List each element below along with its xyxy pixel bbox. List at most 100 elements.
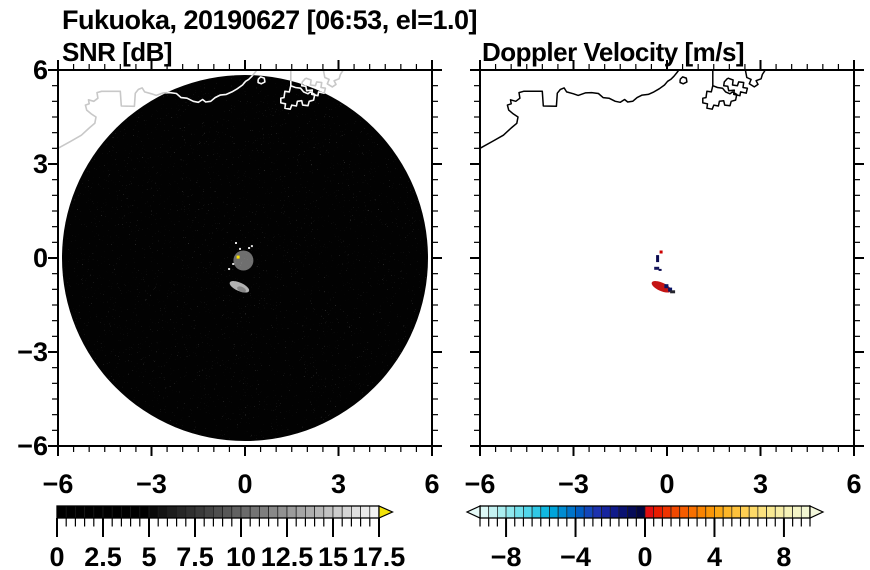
colorbar-cell [783,505,793,519]
colorbar-cell [121,505,131,519]
colorbar-cell [341,505,352,519]
speck [248,247,251,249]
colorbar-cell [766,505,776,519]
colorbar-cell [670,505,681,519]
colorbar-tick-label: 17.5 [353,542,406,570]
y-tick-label: 6 [33,55,48,85]
speck [235,242,237,244]
colorbar-cell [231,505,242,519]
colorbar-cell [635,505,646,519]
coastline-path [257,76,266,85]
figure-title: Fukuoka, 20190627 [06:53, el=1.0] [62,5,478,35]
doppler-panel-title: Doppler Velocity [m/s] [482,37,745,67]
velocity-under-arrow [465,505,481,519]
colorbar-tick-label: 0 [637,542,652,570]
velocity-over-arrow [809,505,825,519]
colorbar-tick-label: −8 [491,542,522,570]
colorbar-tick-label: 2.5 [84,542,122,570]
colorbar-cell [295,505,306,519]
snr-scan-area [62,75,428,441]
colorbar-cell [213,505,223,519]
coastline-path [479,69,680,149]
speck [250,245,253,248]
coastline-path [744,70,766,88]
colorbar-cell [592,505,602,519]
colorbar-cell [259,505,269,519]
colorbar-cell [305,505,315,519]
colorbar-cell [740,505,750,519]
x-tick-label: 6 [424,469,439,499]
colorbar-cell [549,505,559,519]
colorbar-cell [731,505,741,519]
y-tick-label: 0 [33,243,48,273]
y-tick-label: 3 [33,149,48,179]
speck [239,247,241,250]
colorbar-cell [194,505,205,519]
colorbar-cell [609,505,620,519]
velocity-frame [479,69,855,447]
colorbar-tick-label: 5 [141,542,156,570]
colorbar-cell [800,505,811,519]
colorbar-cell [792,505,802,519]
colorbar-tick-label: 10 [226,542,256,570]
velocity-echo-mark [668,287,673,292]
colorbar-tick-label: 4 [707,542,722,570]
colorbar-cell [249,505,260,519]
colorbar-cell [705,505,715,519]
colorbar-cell [714,505,724,519]
colorbar-cell [240,505,251,519]
colorbar-cell [314,505,325,519]
colorbar-cell [185,505,196,519]
colorbar-cell [93,505,104,519]
x-tick-label: 0 [659,469,674,499]
colorbar-cell [332,505,343,519]
colorbar-tick-label: 7.5 [176,542,214,570]
colorbar-cell [148,505,159,519]
colorbar-cell [662,505,672,519]
colorbar-cell [130,505,141,519]
y-tick-label: −6 [17,431,48,461]
colorbar-tick-label: −4 [560,542,591,570]
colorbar-cell [653,505,663,519]
velocity-colorbar: −8 −4 0 4 8 [465,505,825,570]
velocity-mark [659,250,663,254]
colorbar-cell [523,505,533,519]
snr-colorbar: 0 2.5 5 7.5 10 12.5 15 17.5 [49,505,406,570]
coastline-path [679,76,688,85]
colorbar-cell [139,505,150,519]
colorbar-cell [575,505,585,519]
colorbar-cell [488,505,498,519]
colorbar-cell [644,505,655,519]
colorbar-cell [618,505,628,519]
x-tick-label: 3 [753,469,768,499]
colorbar-cell [360,505,371,519]
colorbar-cell [679,505,689,519]
speck [228,268,231,270]
colorbar-cell [268,505,279,519]
colorbar-cell [65,505,76,519]
colorbar-cell [102,505,113,519]
colorbar-cell [688,505,698,519]
velocity-axes: −6 −3 0 3 6 [465,60,864,499]
colorbar-cell [203,505,214,519]
colorbar-cell [514,505,524,519]
colorbar-cell [111,505,122,519]
velocity-echo-mark [664,284,669,289]
velocity-mark [654,266,660,270]
velocity-mark [658,268,662,271]
velocity-mark [656,255,660,263]
colorbar-cell [277,505,288,519]
colorbar-cell [323,505,334,519]
snr-panel-title: SNR [dB] [62,37,173,67]
x-tick-label: 0 [237,469,252,499]
colorbar-cell [75,505,85,519]
coastline-path [322,70,344,88]
colorbar-cell [627,505,637,519]
velocity-echoes [651,250,676,294]
colorbar-cell [222,505,233,519]
colorbar-cell [167,505,177,519]
plot-graphics: −6 −3 0 3 6 6 3 0 −3 −6 −6 −3 0 3 6 0 2.5 5 7.5 10 12.5 15 17.… [17,55,864,570]
colorbar-cell [566,505,576,519]
colorbar-tick-label: 0 [49,542,64,570]
velocity-coastline [479,69,766,149]
